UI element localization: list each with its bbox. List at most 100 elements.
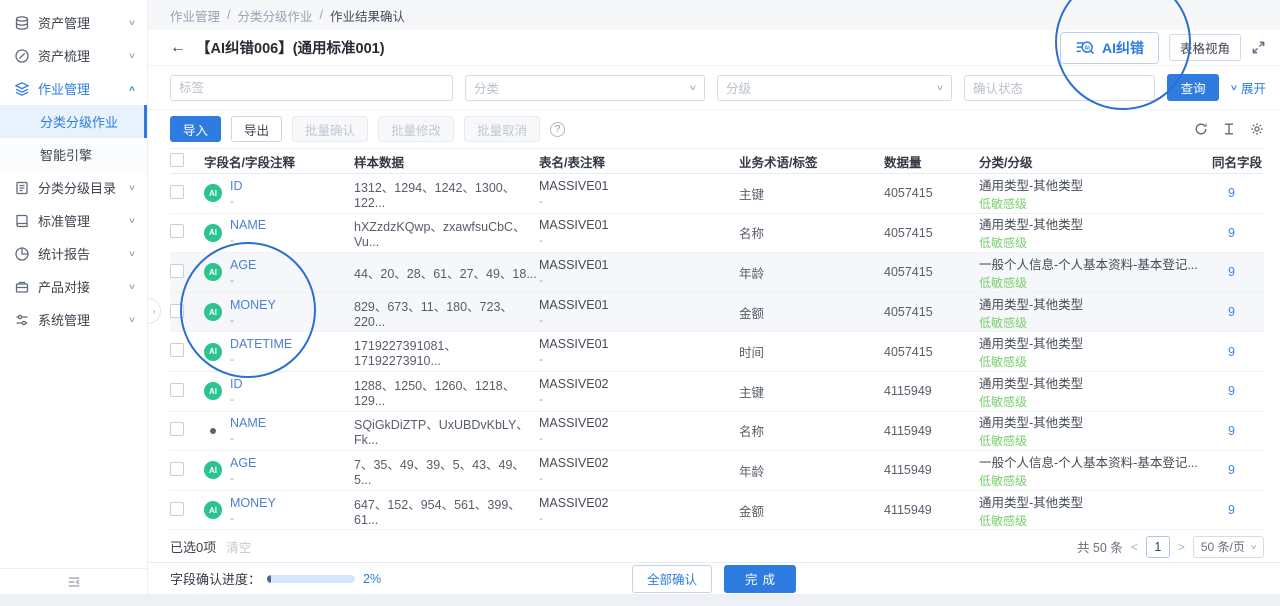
- field-name-link[interactable]: NAME: [230, 416, 267, 431]
- ai-correct-button[interactable]: AI AI纠错: [1059, 31, 1159, 64]
- row-checkbox[interactable]: [170, 224, 184, 239]
- table-name: MASSIVE01: [539, 257, 609, 272]
- field-name-link[interactable]: ID: [230, 376, 243, 391]
- table-row[interactable]: AI NAME - hXZzdzKQwp、zxawfsuCbC、Vu... MA…: [170, 214, 1264, 254]
- batch-cancel-button[interactable]: 批量取消: [464, 116, 541, 142]
- table-note: -: [539, 193, 543, 208]
- row-checkbox[interactable]: [170, 343, 184, 358]
- back-arrow-icon[interactable]: ←: [170, 38, 186, 56]
- sidebar-item-label: 标准管理: [38, 214, 91, 229]
- row-checkbox[interactable]: [170, 263, 184, 278]
- sidebar-subitem-label: 智能引擎: [40, 148, 93, 163]
- export-button[interactable]: 导出: [231, 116, 283, 142]
- category-text: 通用类型-其他类型: [979, 297, 1084, 312]
- breadcrumb-item[interactable]: 作业管理: [170, 9, 221, 24]
- data-count: 4057415: [884, 265, 933, 280]
- status-filter-select[interactable]: 确认状态: [964, 74, 1156, 101]
- sample-data: hXZzdzKQwp、zxawfsuCbC、Vu...: [354, 220, 526, 250]
- category-text: 通用类型-其他类型: [979, 495, 1084, 510]
- table-row[interactable]: AI ID - 1312、1294、1242、1300、122... MASSI…: [170, 174, 1264, 214]
- table-row[interactable]: AI AGE - 44、20、28、61、27、49、18... MASSIVE…: [170, 253, 1264, 293]
- sidebar-item-statistics-report[interactable]: 统计报告 ∨: [0, 237, 147, 270]
- field-name-link[interactable]: NAME: [230, 218, 267, 233]
- table-toolbar: 导入 导出 批量确认 批量修改 批量取消 ?: [148, 110, 1280, 148]
- menu-fold-icon[interactable]: [67, 575, 81, 589]
- row-checkbox[interactable]: [170, 501, 184, 516]
- field-name-link[interactable]: DATETIME: [230, 337, 293, 352]
- table-row[interactable]: AI AGE - 7、35、49、39、5、43、49、5... MASSIVE…: [170, 451, 1264, 491]
- table-row[interactable]: AI NAME - SQiGkDiZTP、UxUBDvKbLY、Fk... MA…: [170, 412, 1264, 452]
- field-name-link[interactable]: AGE: [230, 455, 257, 470]
- business-term: 年龄: [739, 266, 765, 281]
- help-icon[interactable]: ?: [550, 121, 566, 137]
- chevron-right-icon: ›: [152, 306, 156, 316]
- import-button[interactable]: 导入: [170, 116, 222, 142]
- business-term: 主键: [739, 187, 765, 202]
- gear-icon[interactable]: [1250, 122, 1264, 136]
- chevron-down-icon: ∨: [127, 315, 137, 324]
- sidebar-item-asset-sorting[interactable]: 资产梳理 ∨: [0, 39, 147, 72]
- ai-correct-label: AI纠错: [1101, 39, 1144, 56]
- same-field-count-link[interactable]: 9: [1228, 344, 1235, 359]
- row-checkbox[interactable]: [170, 382, 184, 397]
- same-field-count-link[interactable]: 9: [1228, 265, 1235, 280]
- same-field-count-link[interactable]: 9: [1228, 384, 1235, 399]
- tag-filter-input[interactable]: [170, 74, 453, 101]
- sidebar-item-classification-catalog[interactable]: 分类分级目录 ∨: [0, 171, 147, 204]
- category-text: 一般个人信息-个人基本资料-基本登记...: [979, 455, 1198, 470]
- data-count: 4115949: [884, 384, 932, 399]
- level-filter-select[interactable]: 分级 ∨: [717, 74, 952, 101]
- batch-modify-button[interactable]: 批量修改: [378, 116, 455, 142]
- table-row[interactable]: AI MONEY - 647、152、954、561、399、61... MAS…: [170, 491, 1264, 531]
- same-field-count-link[interactable]: 9: [1228, 186, 1235, 201]
- page-size-select[interactable]: 50 条/页 ∨: [1192, 535, 1264, 558]
- same-field-count-link[interactable]: 9: [1228, 423, 1235, 438]
- sidebar-item-smart-engine[interactable]: 智能引擎: [0, 138, 147, 171]
- data-count: 4115949: [884, 423, 932, 438]
- field-name-link[interactable]: AGE: [230, 257, 257, 272]
- field-note: -: [230, 391, 234, 406]
- category-filter-select[interactable]: 分类 ∨: [465, 74, 705, 101]
- field-name-link[interactable]: MONEY: [230, 297, 276, 312]
- select-all-checkbox[interactable]: [170, 152, 184, 167]
- row-checkbox[interactable]: [170, 184, 184, 199]
- breadcrumb-item[interactable]: 分类分级作业: [237, 9, 313, 24]
- expand-link[interactable]: ∨ 展开: [1230, 78, 1266, 97]
- table-row[interactable]: AI MONEY - 829、673、11、180、723、220... MAS…: [170, 292, 1264, 333]
- batch-confirm-button[interactable]: 批量确认: [292, 116, 369, 142]
- prev-page-icon[interactable]: <: [1130, 539, 1138, 554]
- search-button[interactable]: 查询: [1167, 74, 1220, 101]
- sidebar-item-job-management[interactable]: 作业管理 ∧: [0, 72, 147, 105]
- data-count: 4057415: [884, 225, 933, 240]
- sidebar-item-classification-job[interactable]: 分类分级作业: [0, 105, 147, 138]
- data-count: 4115949: [884, 463, 932, 478]
- same-field-count-link[interactable]: 9: [1228, 463, 1235, 478]
- table-view-button[interactable]: 表格视角: [1168, 34, 1241, 61]
- confirm-all-button[interactable]: 全部确认: [631, 564, 712, 593]
- category-text: 通用类型-其他类型: [979, 337, 1084, 352]
- sidebar-item-system-management[interactable]: 系统管理 ∨: [0, 303, 147, 336]
- field-name-link[interactable]: MONEY: [230, 495, 276, 510]
- table-row[interactable]: AI DATETIME - 1719227391081、17192273910.…: [170, 332, 1264, 372]
- table-row[interactable]: AI ID - 1288、1250、1260、1218、129... MASSI…: [170, 372, 1264, 412]
- column-height-icon[interactable]: [1222, 122, 1236, 136]
- same-field-count-link[interactable]: 9: [1228, 503, 1235, 518]
- chevron-down-icon: ∨: [127, 18, 137, 27]
- sidebar-item-product-integration[interactable]: 产品对接 ∨: [0, 270, 147, 303]
- sidebar-item-asset-management[interactable]: 资产管理 ∨: [0, 6, 147, 39]
- clear-selection-link[interactable]: 清空: [226, 541, 252, 555]
- sidebar-item-standard-management[interactable]: 标准管理 ∨: [0, 204, 147, 237]
- page-number[interactable]: 1: [1145, 535, 1170, 558]
- field-name-link[interactable]: ID: [230, 178, 243, 193]
- row-checkbox[interactable]: [170, 422, 184, 437]
- fullscreen-icon[interactable]: [1251, 40, 1266, 55]
- sidebar-item-label: 作业管理: [38, 82, 91, 97]
- row-checkbox[interactable]: [170, 461, 184, 476]
- next-page-icon[interactable]: >: [1177, 539, 1185, 554]
- row-checkbox[interactable]: [170, 303, 184, 318]
- category-placeholder: 分类: [474, 82, 500, 96]
- same-field-count-link[interactable]: 9: [1228, 305, 1235, 320]
- done-button[interactable]: 完成: [724, 564, 797, 593]
- same-field-count-link[interactable]: 9: [1228, 225, 1235, 240]
- refresh-icon[interactable]: [1194, 122, 1208, 136]
